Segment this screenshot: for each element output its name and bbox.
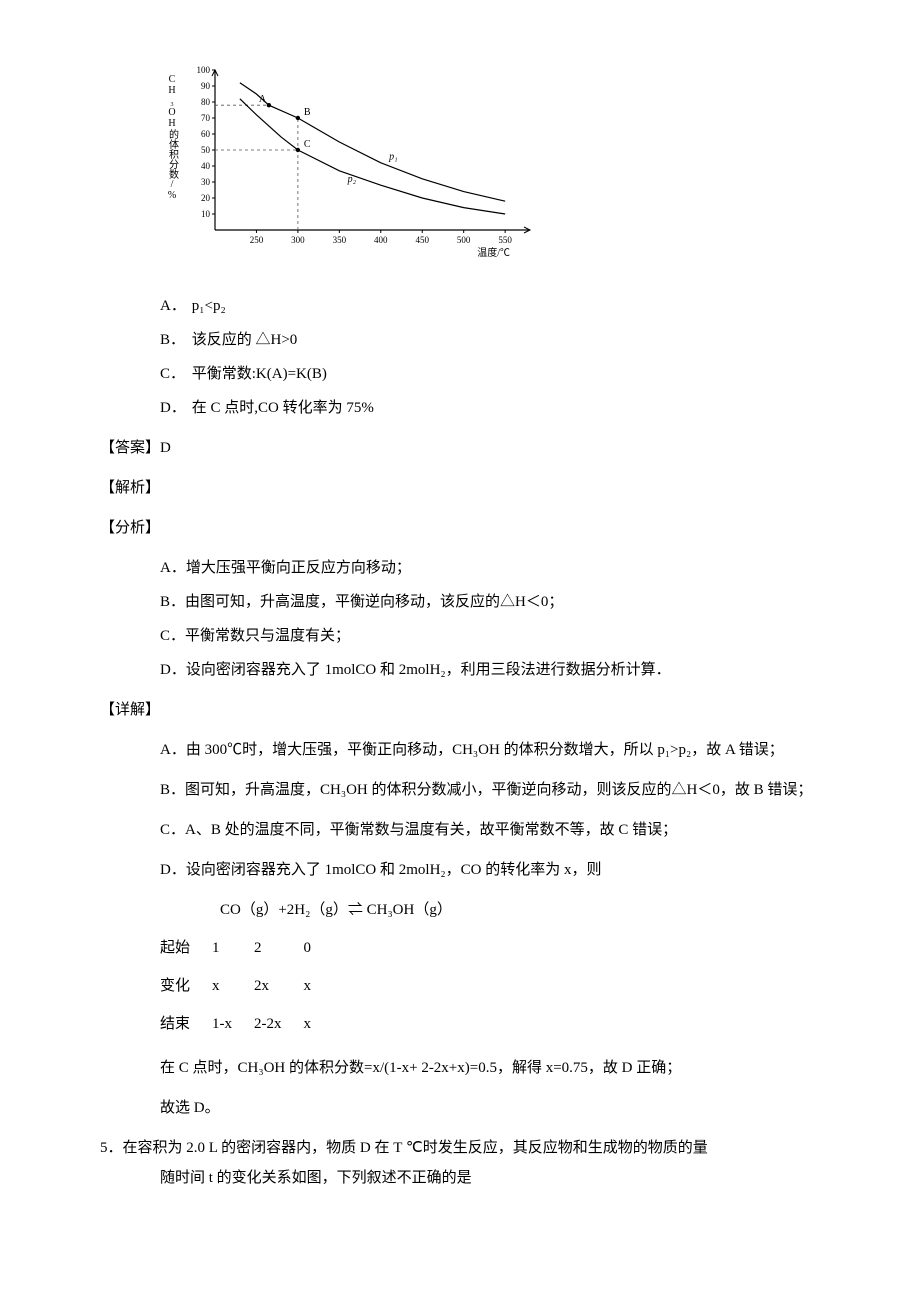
table-cell: 2-2x	[254, 1005, 304, 1043]
svg-text:400: 400	[374, 235, 388, 245]
option-c-text: 平衡常数:K(A)=K(B)	[192, 366, 327, 382]
fenxi-d: D．设向密闭容器充入了 1molCO 和 2molH₂，利用三段法进行数据分析计…	[160, 655, 820, 685]
equation-line: CO（g）+2H₂（g）⇌ CH₃OH（g）	[220, 895, 820, 925]
conclusion-2: 故选 D。	[160, 1093, 820, 1123]
svg-text:70: 70	[201, 113, 211, 123]
table-cell: 起始	[160, 929, 212, 967]
fenxi-b: B．由图可知，升高温度，平衡逆向移动，该反应的△H＜0；	[160, 587, 820, 617]
conclusion-1: 在 C 点时，CH₃OH 的体积分数=x/(1-x+ 2-2x+x)=0.5，解…	[160, 1053, 820, 1083]
svg-text:450: 450	[415, 235, 429, 245]
option-c: C． 平衡常数:K(A)=K(B)	[160, 359, 820, 389]
option-a: A． p₁<p₂	[160, 291, 820, 321]
table-row: 起始120	[160, 929, 333, 967]
table-cell: 1	[212, 929, 254, 967]
fenxi-a: A．增大压强平衡向正反应方向移动；	[160, 553, 820, 583]
xiangjie-c: C．A、B 处的温度不同，平衡常数与温度有关，故平衡常数不等，故 C 错误；	[160, 815, 820, 845]
table-cell: 0	[304, 929, 334, 967]
svg-text:90: 90	[201, 81, 211, 91]
svg-text:温度/℃: 温度/℃	[477, 246, 510, 259]
svg-text:80: 80	[201, 97, 211, 107]
svg-text:50: 50	[201, 145, 211, 155]
equilibrium-chart: 10 20 30 40 50 60 70 80 90 100 250 300 350 400 450 500 5…	[160, 60, 540, 260]
svg-text:CH₃OH的体积分数/%: CH₃OH的体积分数/%	[167, 74, 179, 201]
option-b: B． 该反应的 △H>0	[160, 325, 820, 355]
question-5: 5．在容积为 2.0 L 的密闭容器内，物质 D 在 T ℃时发生反应，其反应物…	[100, 1133, 820, 1163]
table-cell: x	[304, 1005, 334, 1043]
table-cell: x	[304, 967, 334, 1005]
option-a-letter: A．	[160, 291, 188, 321]
table-cell: 1-x	[212, 1005, 254, 1043]
svg-text:20: 20	[201, 193, 211, 203]
q5-number: 5．	[100, 1140, 123, 1156]
svg-text:40: 40	[201, 161, 211, 171]
svg-text:60: 60	[201, 129, 211, 139]
option-b-text: 该反应的 △H>0	[192, 332, 298, 348]
ice-table: 起始120变化x2xx结束1-x2-2xx	[160, 929, 333, 1043]
table-cell: 变化	[160, 967, 212, 1005]
svg-text:350: 350	[333, 235, 347, 245]
svg-text:A: A	[259, 94, 267, 105]
xiangjie-heading: 【详解】	[100, 695, 820, 725]
svg-text:550: 550	[498, 235, 512, 245]
table-cell: 2	[254, 929, 304, 967]
chart-figure: 10 20 30 40 50 60 70 80 90 100 250 300 350 400 450 500 5…	[160, 60, 820, 271]
q5-line1: 在容积为 2.0 L 的密闭容器内，物质 D 在 T ℃时发生反应，其反应物和生…	[123, 1140, 708, 1156]
jiexi-heading: 【解析】	[100, 473, 820, 503]
fenxi-c: C．平衡常数只与温度有关；	[160, 621, 820, 651]
svg-text:100: 100	[197, 65, 211, 75]
table-cell: 2x	[254, 967, 304, 1005]
xiangjie-b: B．图可知，升高温度，CH₃OH 的体积分数减小，平衡逆向移动，则该反应的△H＜…	[160, 775, 820, 805]
xiangjie-d: D．设向密闭容器充入了 1molCO 和 2molH₂，CO 的转化率为 x，则	[160, 855, 820, 885]
svg-text:300: 300	[291, 235, 305, 245]
svg-text:p₂: p₂	[347, 174, 357, 185]
option-c-letter: C．	[160, 359, 188, 389]
option-d: D． 在 C 点时,CO 转化率为 75%	[160, 393, 820, 423]
option-d-letter: D．	[160, 393, 188, 423]
svg-text:B: B	[304, 107, 311, 118]
options-block: A． p₁<p₂ B． 该反应的 △H>0 C． 平衡常数:K(A)=K(B) …	[160, 291, 820, 423]
xiangjie-a: A．由 300℃时，增大压强，平衡正向移动，CH₃OH 的体积分数增大，所以 p…	[160, 735, 820, 765]
svg-text:250: 250	[250, 235, 264, 245]
svg-text:p₁: p₁	[388, 152, 397, 163]
svg-text:500: 500	[457, 235, 471, 245]
svg-text:10: 10	[201, 209, 211, 219]
option-d-text: 在 C 点时,CO 转化率为 75%	[192, 400, 374, 416]
fenxi-heading: 【分析】	[100, 513, 820, 543]
answer-heading: 【答案】D	[100, 433, 820, 463]
table-row: 结束1-x2-2xx	[160, 1005, 333, 1043]
table-cell: x	[212, 967, 254, 1005]
table-cell: 结束	[160, 1005, 212, 1043]
svg-text:C: C	[304, 139, 311, 150]
option-a-text: p₁<p₂	[192, 298, 226, 314]
q5-line2: 随时间 t 的变化关系如图，下列叙述不正确的是	[160, 1163, 820, 1193]
svg-text:30: 30	[201, 177, 211, 187]
table-row: 变化x2xx	[160, 967, 333, 1005]
option-b-letter: B．	[160, 325, 188, 355]
